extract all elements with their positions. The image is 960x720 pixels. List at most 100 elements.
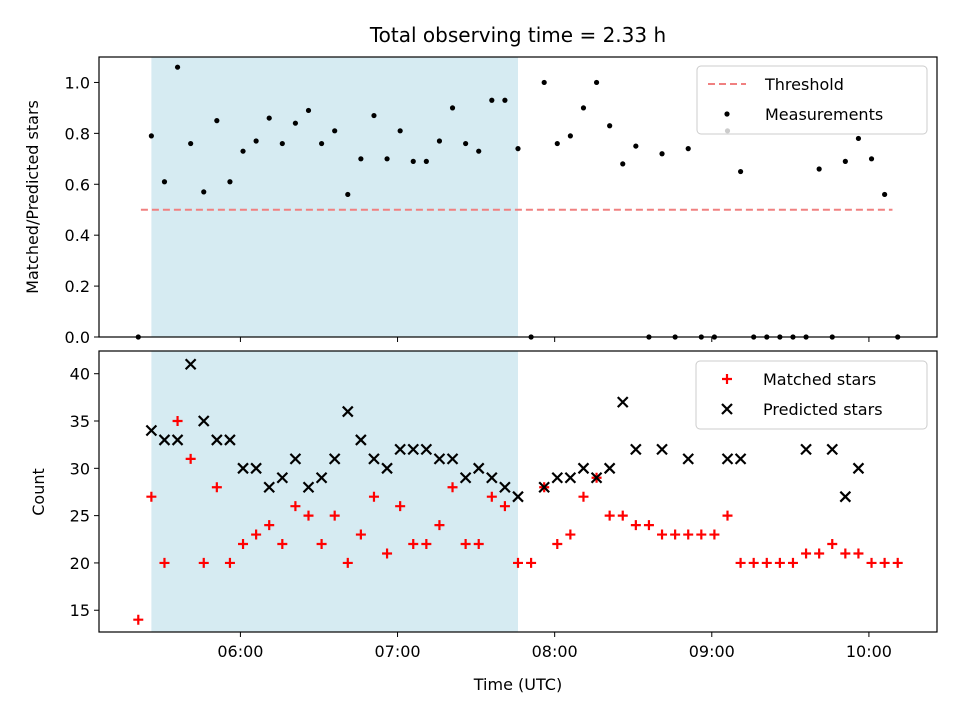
matched-point	[578, 491, 589, 502]
measurement-point	[502, 97, 508, 103]
measurement-point	[279, 140, 285, 147]
predicted-legend-marker	[721, 403, 733, 415]
x-tick-label: 06:00	[217, 642, 263, 661]
bottom-legend-box	[695, 360, 928, 430]
measurements-legend-label: Measurements	[765, 105, 883, 124]
measurement-point	[397, 128, 403, 134]
predicted-point	[800, 443, 812, 456]
matched-point	[526, 557, 537, 568]
threshold-legend-label: Threshold	[764, 75, 844, 94]
bottom-y-tick-label: 40	[70, 365, 90, 384]
bottom-y-tick-label: 20	[70, 554, 90, 573]
measurement-point	[423, 158, 429, 164]
measurement-point	[449, 105, 456, 111]
matched-point	[146, 491, 157, 502]
predicted-point	[512, 490, 524, 503]
matched-point	[709, 529, 720, 540]
predicted-point	[394, 443, 406, 456]
predicted-point	[590, 472, 603, 484]
measurement-point	[737, 168, 744, 175]
matched-point	[434, 520, 445, 531]
measurement-point	[476, 148, 482, 154]
bottom-x-ticks: 06:00 07:00 08:00 09:00 10:00	[217, 632, 892, 661]
measurement-point	[855, 135, 862, 142]
matched-point	[238, 539, 249, 550]
measurement-point	[842, 158, 848, 164]
matched-point	[513, 557, 523, 568]
matched-point	[303, 510, 314, 521]
matched-point	[787, 557, 798, 568]
top-legend-box	[696, 65, 928, 135]
predicted-point	[499, 481, 511, 494]
predicted-point	[446, 453, 459, 465]
x-tick-label: 10:00	[846, 642, 892, 661]
predicted-point	[734, 453, 747, 465]
matched-point	[486, 491, 497, 502]
predicted-point	[407, 443, 420, 456]
predicted-point	[459, 472, 472, 484]
matched-point	[198, 557, 209, 568]
predicted-point	[433, 453, 446, 465]
top-y-tick-label: 0.0	[65, 328, 90, 347]
measurement-point	[489, 97, 495, 103]
matched-legend-marker	[722, 374, 732, 384]
measurement-point	[214, 118, 220, 124]
matched-point	[604, 510, 615, 521]
predicted-point	[616, 396, 629, 408]
predicted-point	[603, 462, 616, 475]
measurement-point	[384, 156, 390, 162]
matched-point	[670, 529, 681, 540]
bottom-y-tick-label: 25	[70, 507, 90, 526]
measurement-point	[882, 191, 888, 198]
measurement-point	[161, 179, 168, 185]
matched-point	[251, 529, 262, 540]
matched-point	[761, 557, 772, 568]
predicted-point	[538, 481, 550, 494]
matched-point	[565, 529, 576, 540]
predicted-point	[630, 443, 642, 456]
measurement-point	[567, 133, 573, 139]
matched-point	[211, 482, 222, 493]
predicted-point	[263, 481, 275, 494]
predicted-point	[328, 453, 341, 465]
measurement-point	[253, 138, 259, 144]
matched-point	[696, 529, 707, 540]
predicted-point	[224, 434, 236, 446]
measurement-point	[816, 166, 822, 172]
matched-point	[801, 548, 812, 559]
chart-title: Total observing time = 2.33 h	[369, 23, 666, 47]
predicted-point	[577, 462, 590, 475]
matched-point	[159, 557, 170, 568]
measurement-point	[332, 128, 338, 134]
measurement-point	[371, 112, 377, 119]
matched-point	[774, 557, 785, 568]
bottom-y-tick-label: 15	[70, 601, 90, 620]
bottom-axes-frame	[98, 350, 938, 633]
bottom-plot-marks	[133, 358, 903, 625]
predicted-point	[158, 434, 171, 446]
measurement-point	[318, 140, 325, 147]
predicted-point	[381, 462, 393, 475]
predicted-legend-label: Predicted stars	[763, 400, 883, 419]
matched-point	[447, 482, 458, 493]
bottom-y-tick-label: 35	[70, 412, 90, 431]
matched-point	[683, 529, 694, 540]
predicted-point	[250, 462, 262, 475]
matched-point	[172, 416, 183, 427]
predicted-point	[171, 434, 184, 446]
matched-point	[342, 557, 353, 568]
x-tick-label: 08:00	[532, 642, 578, 661]
top-y-tick-label: 0.2	[65, 277, 90, 296]
measurement-point	[554, 140, 560, 147]
predicted-point	[368, 453, 380, 465]
measurement-point	[148, 133, 154, 139]
predicted-point	[342, 405, 354, 418]
top-y-tick-label: 0.6	[65, 175, 90, 194]
measurement-point	[266, 115, 272, 121]
predicted-point	[211, 434, 223, 446]
matched-point	[355, 529, 366, 540]
matched-point	[617, 510, 628, 521]
matched-point	[748, 557, 759, 568]
measurement-point	[410, 158, 416, 164]
